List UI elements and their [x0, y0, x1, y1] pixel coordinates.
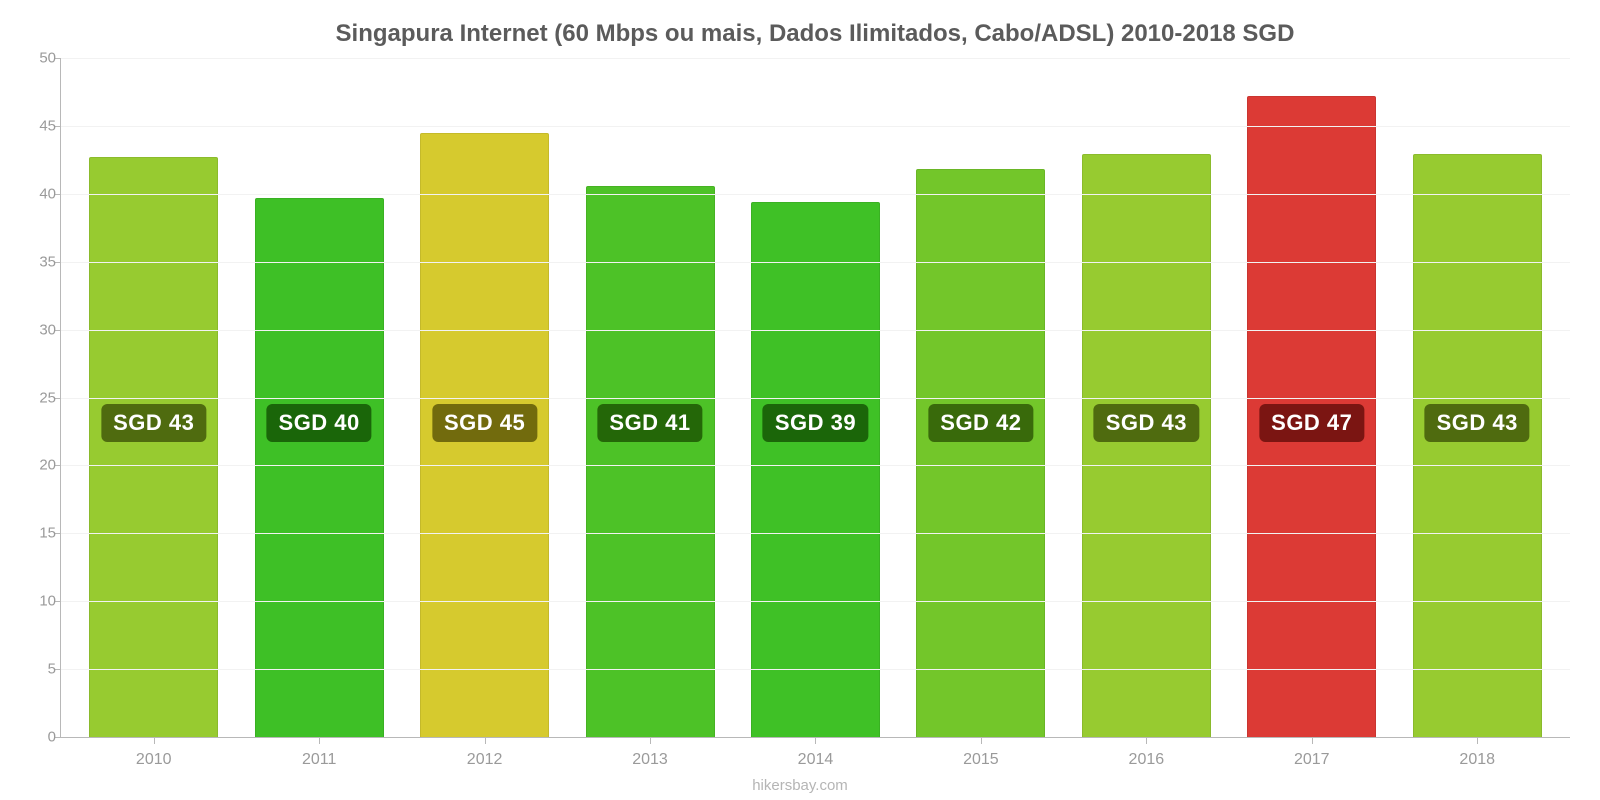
ytick-label: 20 [16, 457, 56, 474]
ytick-label: 5 [16, 661, 56, 678]
xtick-label: 2018 [1395, 751, 1560, 769]
xtick-mark [1146, 737, 1147, 744]
bar [586, 186, 715, 737]
bar [89, 157, 218, 737]
value-badge: SGD 41 [597, 404, 702, 442]
bar [751, 202, 880, 737]
ytick-label: 25 [16, 389, 56, 406]
ytick-label: 40 [16, 185, 56, 202]
xtick-mark [319, 737, 320, 744]
ytick-label: 50 [16, 50, 56, 67]
xtick-mark [1312, 737, 1313, 744]
xtick-label: 2016 [1064, 751, 1229, 769]
xtick-mark [981, 737, 982, 744]
gridline [61, 330, 1570, 331]
bar [1413, 154, 1542, 737]
chart-container: Singapura Internet (60 Mbps ou mais, Dad… [0, 0, 1600, 800]
xtick-mark [485, 737, 486, 744]
xtick-mark [1477, 737, 1478, 744]
gridline [61, 669, 1570, 670]
value-badge: SGD 42 [928, 404, 1033, 442]
gridline [61, 262, 1570, 263]
value-badge: SGD 47 [1259, 404, 1364, 442]
xtick-label: 2010 [71, 751, 236, 769]
gridline [61, 126, 1570, 127]
xtick-label: 2011 [236, 751, 401, 769]
value-badge: SGD 43 [101, 404, 206, 442]
chart-title: Singapura Internet (60 Mbps ou mais, Dad… [60, 20, 1570, 48]
bar [1082, 154, 1211, 737]
xtick-label: 2013 [567, 751, 732, 769]
plot-area: SGD 432010SGD 402011SGD 452012SGD 412013… [60, 58, 1570, 738]
gridline [61, 58, 1570, 59]
value-badge: SGD 40 [267, 404, 372, 442]
bar [916, 169, 1045, 737]
xtick-label: 2015 [898, 751, 1063, 769]
value-badge: SGD 43 [1094, 404, 1199, 442]
ytick-label: 10 [16, 593, 56, 610]
xtick-label: 2014 [733, 751, 898, 769]
gridline [61, 194, 1570, 195]
ytick-label: 30 [16, 321, 56, 338]
attribution-text: hikersbay.com [0, 777, 1600, 794]
xtick-mark [815, 737, 816, 744]
ytick-label: 0 [16, 729, 56, 746]
value-badge: SGD 43 [1425, 404, 1530, 442]
xtick-label: 2012 [402, 751, 567, 769]
ytick-label: 15 [16, 525, 56, 542]
ytick-label: 45 [16, 117, 56, 134]
gridline [61, 533, 1570, 534]
ytick-label: 35 [16, 253, 56, 270]
gridline [61, 465, 1570, 466]
bar [255, 198, 384, 737]
xtick-mark [154, 737, 155, 744]
xtick-label: 2017 [1229, 751, 1394, 769]
gridline [61, 601, 1570, 602]
value-badge: SGD 45 [432, 404, 537, 442]
xtick-mark [650, 737, 651, 744]
gridline [61, 398, 1570, 399]
value-badge: SGD 39 [763, 404, 868, 442]
